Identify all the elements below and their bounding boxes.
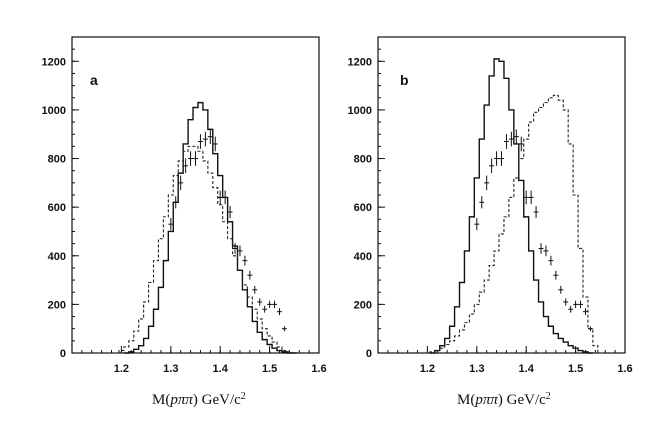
panel-b-ytick-label: 1000 (348, 105, 372, 117)
panel-a-data-point (242, 255, 248, 266)
panel-b-data-point (558, 285, 564, 294)
panel-a-ytick-label: 200 (48, 299, 66, 311)
panel-b-data-point (583, 308, 588, 316)
panel-a-data-point (247, 270, 253, 280)
panel-a-points (168, 129, 287, 332)
panel-a-ytick-label: 1200 (42, 56, 66, 68)
panel-b-xlabel: M(pππ) GeV/c2 (457, 391, 551, 409)
panel-a-xtick-label: 1.3 (163, 363, 178, 375)
panel-b-data-point (553, 270, 559, 280)
panel-b-data-point (489, 158, 495, 174)
panel-b-data-point (494, 151, 500, 166)
panel-b-ytick-label: 1200 (348, 56, 372, 68)
panel-a-ytick-label: 0 (60, 348, 66, 360)
panel-a-data-point (262, 305, 268, 313)
panel-b-series-dashed (424, 94, 603, 354)
panel-a-ytick-label: 400 (48, 251, 66, 263)
panel-a-data-point (267, 300, 273, 309)
panel-b-data-point (499, 151, 504, 166)
panel-a-data-point (252, 285, 258, 294)
panel-a-xtick-label: 1.6 (311, 363, 326, 375)
panel-a-data-point (272, 300, 278, 309)
panel-a-data-point (232, 243, 238, 254)
panel-b-data-point (587, 326, 593, 332)
panel-a-xtick-label: 1.4 (213, 363, 229, 375)
panel-b-ytick-label: 600 (354, 202, 372, 214)
panel-a-data-point (237, 245, 243, 257)
panel-b-ytick-label: 0 (366, 348, 372, 360)
panel-b-data-point (523, 190, 529, 205)
panel-a-data-point (277, 308, 282, 316)
panel-a-data-point (222, 190, 228, 205)
panel-a-data-point (183, 158, 189, 174)
panel-b-data-point (479, 196, 485, 209)
panel-a-data-point (281, 326, 287, 332)
panel-a-data-point (188, 151, 194, 166)
panel-a-series-solid (123, 101, 297, 354)
panel-b-ytick-label: 200 (354, 299, 372, 311)
panel-a: a 1.2 1.3 1.4 1.5 1.6 0 200 400 600 800 1000 1200 M… (42, 36, 327, 409)
panel-b-data-point (508, 131, 514, 147)
panel-b-data-point (573, 300, 579, 309)
panel-a-frame (71, 36, 320, 354)
panel-b-series (424, 58, 603, 354)
panel-a-ytick-label: 800 (48, 154, 66, 166)
panel-a-data-point (207, 129, 213, 144)
panel-a-ytick-label: 600 (48, 202, 66, 214)
panel-b-xtick-label: 1.3 (469, 363, 484, 375)
panel-b-series-solid (429, 58, 593, 354)
panel-b-ticks: 1.2 1.3 1.4 1.5 1.6 0 200 400 600 800 1000 1200 (348, 36, 633, 375)
panel-b-points (474, 129, 593, 332)
panel-a-data-point (173, 196, 179, 209)
panel-a-series (113, 101, 297, 354)
panel-b-data-point (528, 190, 534, 205)
panel-b: b 1.2 1.3 1.4 1.5 1.6 0 200 400 600 800 1000 1200 M… (348, 36, 633, 409)
panel-b-data-point (568, 305, 574, 313)
panel-b-data-point (533, 205, 539, 219)
panel-a-letter: a (90, 72, 98, 88)
panel-b-data-point (474, 218, 480, 231)
panel-b-data-point (543, 245, 549, 257)
panel-b-data-point (538, 243, 544, 254)
panel-b-ytick-label: 800 (354, 154, 372, 166)
panel-a-data-point (193, 151, 198, 166)
panel-a-data-point (217, 190, 223, 205)
panel-a-ticks: 1.2 1.3 1.4 1.5 1.6 0 200 400 600 800 1000 1200 (42, 36, 327, 375)
panel-a-data-point (168, 218, 174, 231)
panel-a-data-point (178, 175, 184, 191)
panel-a-data-point (212, 136, 218, 152)
panel-b-ytick-label: 400 (354, 251, 372, 263)
panel-b-xtick-label: 1.5 (568, 363, 583, 375)
panel-b-data-point (513, 129, 519, 144)
panel-b-data-point (563, 298, 569, 306)
panel-a-data-point (257, 298, 263, 306)
panel-b-data-point (548, 255, 554, 266)
panel-b-xtick-label: 1.6 (617, 363, 632, 375)
panel-b-data-point (518, 136, 524, 152)
panel-b-data-point (484, 175, 490, 191)
panel-a-data-point (197, 134, 203, 149)
panel-b-xtick-label: 1.2 (420, 363, 435, 375)
panel-a-xlabel: M(pππ) GeV/c2 (152, 391, 246, 409)
panel-b-letter: b (400, 72, 409, 88)
panel-b-data-point (503, 134, 509, 149)
panel-a-xtick-label: 1.5 (262, 363, 277, 375)
panel-b-xtick-label: 1.4 (519, 363, 535, 375)
panel-a-series-dashed (113, 145, 297, 354)
panel-a-data-point (227, 205, 233, 219)
panel-a-ytick-label: 1000 (42, 105, 66, 117)
panel-a-data-point (202, 131, 208, 147)
panel-a-xtick-label: 1.2 (114, 363, 129, 375)
panel-b-data-point (578, 300, 584, 309)
